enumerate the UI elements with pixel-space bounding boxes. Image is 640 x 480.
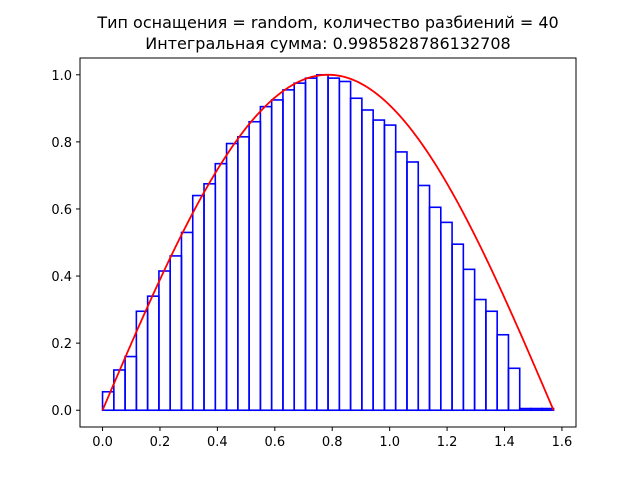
x-tick-label: 1.6 [552, 435, 573, 450]
x-tick-label: 0.0 [92, 435, 113, 450]
x-tick-label: 0.2 [150, 435, 171, 450]
x-tick-label: 0.6 [264, 435, 285, 450]
x-tick-label: 1.4 [494, 435, 515, 450]
x-tick-label: 0.4 [207, 435, 228, 450]
y-axis-ticks: 0.0 0.2 0.4 0.6 0.8 1.0 [51, 69, 80, 419]
x-axis-ticks: 0.0 0.2 0.4 0.6 0.8 1.0 1.2 1.4 1.6 [92, 427, 572, 450]
y-tick-label: 0.8 [51, 136, 72, 151]
y-tick-label: 0.4 [51, 270, 72, 285]
function-curve [101, 73, 555, 411]
x-tick-label: 1.0 [379, 435, 400, 450]
curve-group [101, 73, 555, 411]
y-tick-label: 0.2 [51, 337, 72, 352]
axes-frame [79, 57, 577, 428]
y-tick-label: 0.6 [51, 203, 72, 218]
chart-title-line-1: Тип оснащения = random, количество разби… [96, 13, 558, 32]
bar-37 [507, 367, 521, 412]
y-tick-label: 1.0 [51, 69, 72, 84]
y-tick-label: 0.0 [51, 404, 72, 419]
bars-group [101, 73, 555, 412]
x-tick-label: 1.2 [437, 435, 458, 450]
chart-title-line-2: Интегральная сумма: 0.9985828786132708 [145, 34, 510, 53]
x-tick-label: 0.8 [322, 435, 343, 450]
